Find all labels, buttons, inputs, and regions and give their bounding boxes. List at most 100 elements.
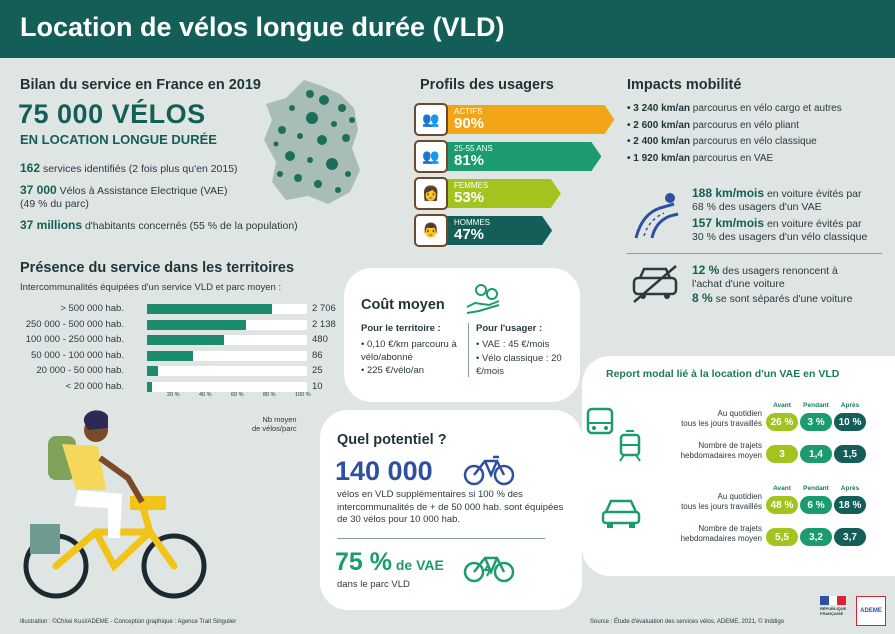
bilan-stat-habitants: 37 millions d'habitants concernés (55 % …	[20, 218, 298, 233]
cout-usager-item: • Vélo classique : 20 €/mois	[476, 353, 562, 377]
report-value-pill: 3	[766, 445, 798, 463]
axis-tick-label: 60 %	[231, 392, 244, 398]
report-value-pill: 1,5	[834, 445, 866, 463]
road-icon	[634, 193, 679, 239]
profile-pct: 53%	[454, 189, 485, 206]
report-value-pill: 10 %	[834, 413, 866, 431]
car-stat-renoncent: 12 % des usagers renoncent à l'achat d'un…	[692, 263, 838, 291]
profile-label: FEMMES	[454, 181, 489, 190]
report-row-label: Au quotidien tous les jours travaillés	[681, 492, 762, 511]
profils-title: Profils des usagers	[420, 77, 554, 93]
presence-axis-ticks: 20 % 40 % 60 % 80 % 100 %	[147, 392, 311, 402]
axis-tick-label: 40 %	[199, 392, 212, 398]
bar-track	[147, 319, 307, 330]
impacts-title: Impacts mobilité	[627, 77, 742, 93]
potentiel-title: Quel potentiel ?	[337, 432, 447, 448]
report-value-pill: 3,2	[800, 528, 832, 546]
coins-hand-icon	[466, 284, 500, 314]
bar-track	[147, 350, 307, 361]
potentiel-number: 140 000	[335, 456, 433, 486]
presence-subtitle: Intercommunalités équipées d'un service …	[20, 282, 282, 293]
bar-category-label: 20 000 - 50 000 hab.	[36, 365, 124, 376]
bus-icon	[586, 407, 614, 435]
profile-bar: ACTIFS 90%	[444, 105, 615, 134]
report-col-header: Après	[840, 402, 860, 409]
bilan-big-sub: EN LOCATION LONGUE DURÉE	[20, 132, 217, 147]
bar-track	[147, 366, 307, 376]
header-bar: Location de vélos longue durée (VLD)	[0, 0, 895, 58]
footer-source: Source : Étude d'évaluation des services…	[590, 619, 785, 625]
ebike-icon	[463, 556, 515, 583]
presence-title: Présence du service dans les territoires	[20, 260, 295, 276]
axis-tick-label: 20 %	[167, 392, 180, 398]
bike-icon	[463, 455, 515, 486]
road-stat-classique: 157 km/mois en voiture évités par 30 % de…	[692, 216, 868, 244]
car-stat-separes: 8 % se sont séparés d'une voiture	[692, 291, 853, 306]
presence-bar-chart: > 500 000 hab. 2 706 250 000 - 500 000 hab…	[20, 303, 340, 404]
report-col-header: Après	[840, 485, 860, 492]
bar-fill	[147, 350, 194, 361]
impacts-divider	[627, 253, 882, 254]
bar-track	[147, 335, 307, 345]
profils-list: ACTIFS 90% 👥 25-55 ANS 81% 👥 FEMMES 53% 👩 HOMMES 4…	[414, 103, 604, 253]
bar-category-label: < 20 000 hab.	[65, 380, 124, 392]
people-icon: 👥	[414, 103, 448, 136]
report-value-pill: 1,4	[800, 445, 832, 463]
france-map-icon	[264, 80, 360, 204]
impact-item: • 2 400 km/an parcourus en vélo classiqu…	[627, 136, 817, 147]
presence-note: Nb moyen de vélos/parc	[252, 415, 297, 433]
report-value-pill: 48 %	[766, 496, 798, 514]
report-row-label: Au quotidien tous les jours travaillés	[681, 409, 762, 428]
bar-category-label: > 500 000 hab.	[60, 303, 124, 314]
ademe-logo: ADEME	[856, 596, 886, 626]
profile-bar: FEMMES 53%	[444, 179, 561, 208]
profile-pct: 90%	[454, 115, 485, 132]
report-row-label: Nombre de trajets hebdomadaires moyen	[680, 441, 762, 460]
report-col-header: Pendant	[803, 402, 829, 409]
potentiel-text: vélos en VLD supplémentaires si 100 % de…	[337, 489, 564, 525]
man-icon: 👨	[414, 214, 448, 247]
people-icon: 👥	[414, 140, 448, 173]
bar-fill	[147, 304, 272, 314]
bar-bikes-value: 2 706	[312, 303, 336, 314]
woman-icon: 👩	[414, 177, 448, 210]
impact-item: • 3 240 km/an parcourus en vélo cargo et…	[627, 103, 842, 114]
report-value-pill: 26 %	[766, 413, 798, 431]
profile-pct: 81%	[454, 152, 485, 169]
profile-row: FEMMES 53% 👩	[414, 177, 604, 210]
bilan-title: Bilan du service en France en 2019	[20, 77, 261, 93]
axis-tick-label: 80 %	[263, 392, 276, 398]
no-car-icon	[632, 265, 678, 303]
cout-territoire-title: Pour le territoire :	[361, 323, 441, 334]
report-col-header: Avant	[773, 485, 791, 492]
profile-label: 25-55 ANS	[454, 144, 493, 153]
cyclist-illustration	[23, 410, 207, 599]
bar-fill	[147, 335, 224, 345]
bilan-big-number: 75 000 VÉLOS	[18, 99, 206, 129]
profile-label: ACTIFS	[454, 107, 483, 116]
cout-title: Coût moyen	[361, 297, 445, 313]
cout-usager-item: • VAE : 45 €/mois	[476, 339, 550, 350]
report-value-pill: 18 %	[834, 496, 866, 514]
footer-credits: Illustration : ©Chloé Kusi/ADEME - Conce…	[20, 619, 237, 625]
report-value-pill: 3,7	[834, 528, 866, 546]
bar-fill	[147, 319, 247, 330]
bar-bikes-value: 86	[312, 349, 323, 361]
profile-row: ACTIFS 90% 👥	[414, 103, 604, 136]
profile-pct: 47%	[454, 226, 485, 243]
report-value-pill: 3 %	[800, 413, 832, 431]
report-value-pill: 5,5	[766, 528, 798, 546]
profile-bar: HOMMES 47%	[444, 216, 552, 245]
potentiel-card	[320, 410, 582, 610]
cout-territoire-item: • 225 €/vélo/an	[361, 365, 425, 376]
potentiel-vae-sub: dans le parc VLD	[337, 579, 410, 590]
bar-category-label: 50 000 - 100 000 hab.	[31, 349, 124, 361]
report-col-header: Pendant	[803, 485, 829, 492]
profile-bar: 25-55 ANS 81%	[444, 142, 601, 171]
cout-card	[344, 268, 580, 402]
bar-track	[147, 381, 307, 392]
road-stat-vae: 188 km/mois en voiture évités par 68 % de…	[692, 186, 862, 214]
cout-territoire-item: • 0,10 €/km parcouru à vélo/abonné	[361, 339, 457, 363]
bilan-stat-vae: 37 000 Vélos à Assistance Electrique (VA…	[20, 183, 228, 211]
bar-fill	[147, 381, 152, 392]
